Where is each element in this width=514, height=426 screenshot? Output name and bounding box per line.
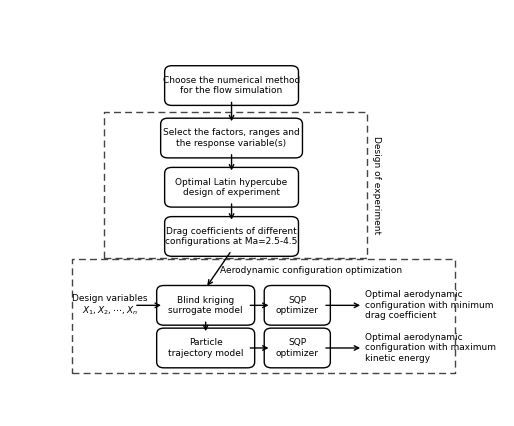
FancyBboxPatch shape <box>164 216 299 256</box>
Text: Select the factors, ranges and
the response variable(s): Select the factors, ranges and the respo… <box>163 128 300 148</box>
Text: Optimal aerodynamic
configuration with maximum
kinetic energy: Optimal aerodynamic configuration with m… <box>365 333 496 363</box>
Text: Particle
trajectory model: Particle trajectory model <box>168 338 244 358</box>
FancyBboxPatch shape <box>164 66 299 105</box>
FancyBboxPatch shape <box>157 285 254 325</box>
Text: SQP
optimizer: SQP optimizer <box>276 296 319 315</box>
FancyBboxPatch shape <box>264 328 331 368</box>
Text: Design variables
$X_1, X_2, \cdots, X_n$: Design variables $X_1, X_2, \cdots, X_n$ <box>72 294 148 317</box>
FancyBboxPatch shape <box>157 328 254 368</box>
Text: Optimal aerodynamic
configuration with minimum
drag coefficient: Optimal aerodynamic configuration with m… <box>365 291 493 320</box>
Text: Drag coefficients of different
configurations at Ma=2.5-4.5: Drag coefficients of different configura… <box>166 227 298 246</box>
FancyBboxPatch shape <box>161 118 302 158</box>
Text: Design of experiment: Design of experiment <box>373 136 381 234</box>
FancyBboxPatch shape <box>164 167 299 207</box>
Text: Optimal Latin hypercube
design of experiment: Optimal Latin hypercube design of experi… <box>175 178 288 197</box>
FancyBboxPatch shape <box>264 285 331 325</box>
Text: Choose the numerical method
for the flow simulation: Choose the numerical method for the flow… <box>163 76 300 95</box>
Text: Aerodynamic configuration optimization: Aerodynamic configuration optimization <box>220 266 402 275</box>
Text: Blind kriging
surrogate model: Blind kriging surrogate model <box>169 296 243 315</box>
Text: SQP
optimizer: SQP optimizer <box>276 338 319 358</box>
